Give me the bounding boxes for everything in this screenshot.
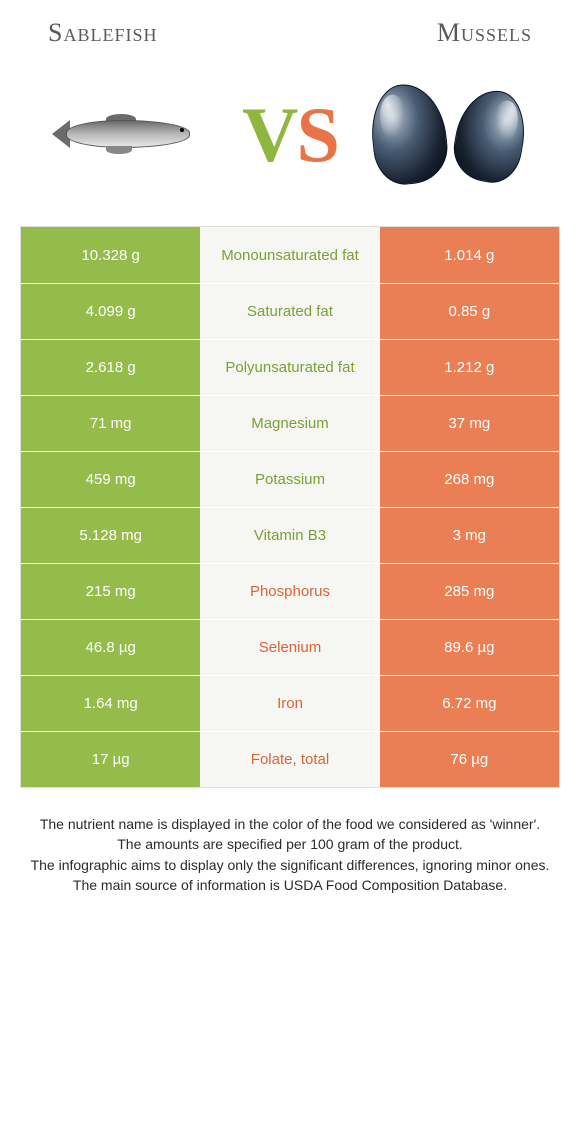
left-food-image xyxy=(49,80,214,190)
right-food-image xyxy=(366,80,531,190)
infographic-root: Sablefish Mussels VS 10.328 gMonounsatur… xyxy=(0,0,580,895)
comparison-table: 10.328 gMonounsaturated fat1.014 g4.099 … xyxy=(20,226,560,788)
left-value: 215 mg xyxy=(21,564,200,619)
nutrient-label: Vitamin B3 xyxy=(200,508,379,563)
table-row: 1.64 mgIron6.72 mg xyxy=(21,675,559,731)
titles-row: Sablefish Mussels xyxy=(0,18,580,70)
table-row: 5.128 mgVitamin B33 mg xyxy=(21,507,559,563)
footer-notes: The nutrient name is displayed in the co… xyxy=(30,814,550,895)
footer-line: The main source of information is USDA F… xyxy=(30,875,550,895)
right-value: 6.72 mg xyxy=(380,676,559,731)
mussels-icon xyxy=(368,80,528,190)
vs-v: V xyxy=(242,91,296,178)
hero-row: VS xyxy=(0,70,580,226)
table-row: 2.618 gPolyunsaturated fat1.212 g xyxy=(21,339,559,395)
left-value: 4.099 g xyxy=(21,284,200,339)
footer-line: The amounts are specified per 100 gram o… xyxy=(30,834,550,854)
table-row: 17 µgFolate, total76 µg xyxy=(21,731,559,787)
nutrient-label: Polyunsaturated fat xyxy=(200,340,379,395)
left-value: 46.8 µg xyxy=(21,620,200,675)
nutrient-label: Monounsaturated fat xyxy=(200,227,379,283)
left-value: 459 mg xyxy=(21,452,200,507)
table-row: 46.8 µgSelenium89.6 µg xyxy=(21,619,559,675)
right-value: 268 mg xyxy=(380,452,559,507)
left-value: 17 µg xyxy=(21,732,200,787)
nutrient-label: Phosphorus xyxy=(200,564,379,619)
nutrient-label: Magnesium xyxy=(200,396,379,451)
vs-s: S xyxy=(296,91,337,178)
footer-line: The nutrient name is displayed in the co… xyxy=(30,814,550,834)
table-row: 10.328 gMonounsaturated fat1.014 g xyxy=(21,227,559,283)
left-food-title: Sablefish xyxy=(48,18,157,48)
table-row: 459 mgPotassium268 mg xyxy=(21,451,559,507)
right-value: 37 mg xyxy=(380,396,559,451)
right-value: 76 µg xyxy=(380,732,559,787)
left-value: 1.64 mg xyxy=(21,676,200,731)
right-food-title: Mussels xyxy=(437,18,532,48)
sablefish-icon xyxy=(52,112,212,158)
nutrient-label: Potassium xyxy=(200,452,379,507)
nutrient-label: Selenium xyxy=(200,620,379,675)
table-row: 215 mgPhosphorus285 mg xyxy=(21,563,559,619)
left-value: 10.328 g xyxy=(21,227,200,283)
left-value: 71 mg xyxy=(21,396,200,451)
nutrient-label: Folate, total xyxy=(200,732,379,787)
right-value: 1.212 g xyxy=(380,340,559,395)
left-value: 5.128 mg xyxy=(21,508,200,563)
left-value: 2.618 g xyxy=(21,340,200,395)
table-row: 71 mgMagnesium37 mg xyxy=(21,395,559,451)
vs-label: VS xyxy=(242,96,338,174)
right-value: 0.85 g xyxy=(380,284,559,339)
right-value: 285 mg xyxy=(380,564,559,619)
right-value: 89.6 µg xyxy=(380,620,559,675)
right-value: 3 mg xyxy=(380,508,559,563)
nutrient-label: Iron xyxy=(200,676,379,731)
nutrient-label: Saturated fat xyxy=(200,284,379,339)
table-row: 4.099 gSaturated fat0.85 g xyxy=(21,283,559,339)
footer-line: The infographic aims to display only the… xyxy=(30,855,550,875)
right-value: 1.014 g xyxy=(380,227,559,283)
